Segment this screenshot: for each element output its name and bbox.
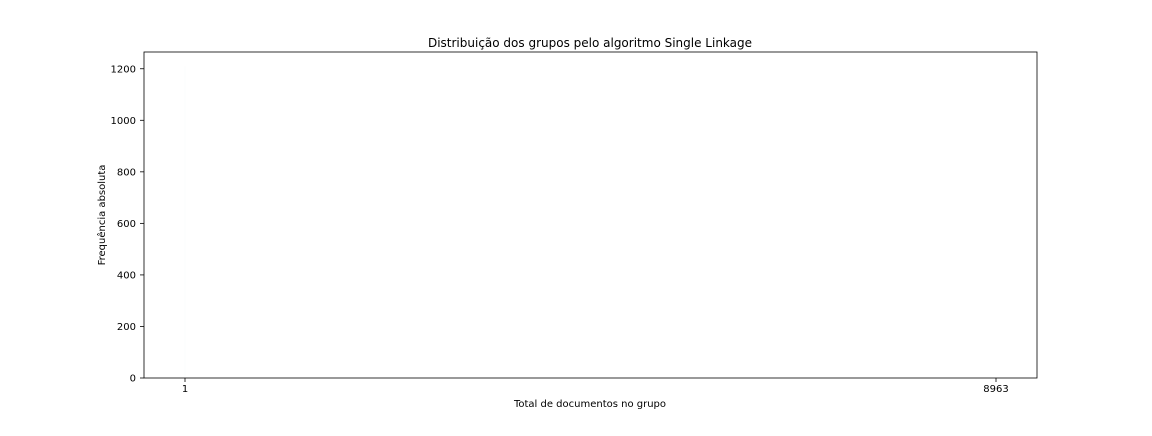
chart-title: Distribuição dos grupos pelo algoritmo S… [428,36,752,50]
bars-group [185,66,996,378]
y-tick-label: 0 [130,374,136,385]
x-tick-label: 1 [182,384,188,395]
y-tick-label: 200 [117,322,136,333]
y-tick-label: 600 [117,219,136,230]
x-axis: 1 8963 [182,378,1009,395]
x-tick-label: 8963 [983,384,1008,395]
x-axis-label: Total de documentos no grupo [513,399,666,410]
y-tick-label: 400 [117,270,136,281]
plot-frame [144,52,1037,378]
y-tick-label: 800 [117,167,136,178]
y-tick-label: 1000 [111,116,136,127]
y-tick-label: 1200 [111,64,136,75]
y-axis: 0 200 400 600 800 1000 1200 [111,64,144,384]
y-axis-label: Frequência absoluta [96,165,108,266]
